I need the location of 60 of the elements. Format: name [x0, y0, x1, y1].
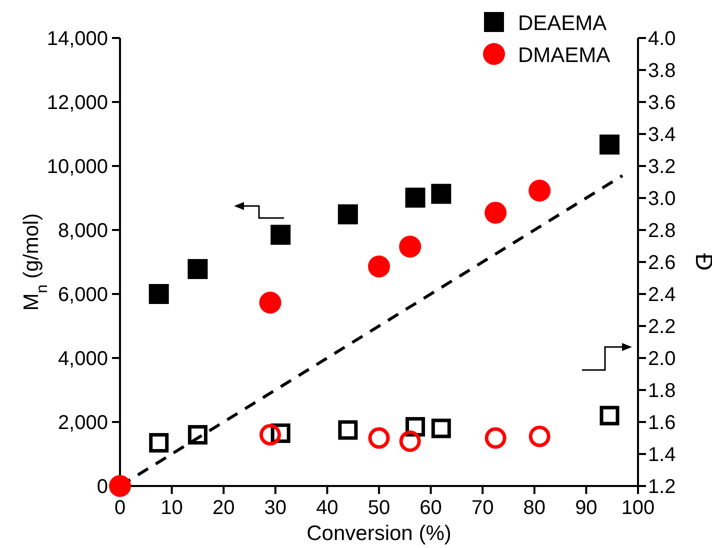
y2-tick-label: 3.2 [648, 156, 676, 178]
point [368, 255, 390, 278]
y2-tick-label: 4.0 [648, 28, 676, 50]
x-tick-label: 10 [160, 497, 183, 519]
point [270, 224, 291, 245]
y-tick-label: 12,000 [46, 92, 108, 114]
point [109, 475, 131, 497]
point [600, 134, 620, 155]
y2-tick-label: 3.8 [648, 60, 676, 82]
x-tick-label: 90 [575, 497, 598, 519]
point [528, 180, 551, 202]
point [431, 184, 452, 204]
y2-tick-label: 1.2 [648, 476, 676, 498]
y2-tick-label: 2.2 [648, 316, 676, 338]
x-tick-label: 100 [621, 497, 655, 519]
point [259, 424, 281, 446]
x-tick-label: 40 [316, 497, 338, 519]
y2-tick-label: 3.6 [648, 92, 676, 114]
point [149, 433, 169, 453]
x-tick-label: 0 [114, 497, 126, 519]
x-tick-label: 30 [264, 497, 287, 519]
point [338, 420, 358, 440]
point [600, 406, 620, 426]
point [188, 259, 208, 280]
y2-tick-label: 1.4 [648, 444, 676, 466]
point [484, 202, 507, 224]
x-tick-label: 50 [368, 497, 390, 519]
y2-tick-label: 2.0 [648, 348, 676, 370]
y-tick-label: 6,000 [58, 284, 108, 306]
point [259, 292, 282, 314]
y-tick-label: 10,000 [46, 156, 108, 178]
point [188, 425, 208, 445]
y2-tick-label: 2.4 [648, 284, 676, 306]
point [368, 427, 390, 449]
point [399, 236, 422, 258]
x-tick-label: 80 [523, 497, 546, 519]
y2-tick-label: 1.8 [648, 380, 676, 402]
y2-tick-label: 3.4 [648, 124, 676, 146]
point [338, 204, 358, 224]
point [484, 427, 506, 449]
x-axis-title: Conversion (%) [306, 522, 452, 545]
legend-label: DMAEMA [518, 44, 610, 67]
x-tick-label: 70 [471, 497, 494, 519]
y-tick-label: 2,000 [58, 412, 108, 434]
y2-tick-label: 1.6 [648, 412, 676, 434]
y2-tick-label: 2.8 [648, 220, 676, 242]
point [528, 426, 550, 448]
legend-label: DEAEMA [518, 12, 607, 35]
point [399, 430, 421, 452]
y-tick-label: 14,000 [46, 28, 108, 50]
point [431, 418, 451, 438]
x-tick-label: 60 [420, 497, 442, 519]
point [148, 284, 169, 304]
point [405, 188, 426, 208]
x-tick-label: 20 [212, 497, 235, 519]
y2-tick-label: 2.6 [648, 252, 676, 274]
y2-tick-label: 3.0 [648, 188, 676, 210]
y-tick-label: 0 [96, 476, 108, 498]
y-tick-label: 8,000 [58, 220, 108, 242]
y-tick-label: 4,000 [58, 348, 108, 370]
